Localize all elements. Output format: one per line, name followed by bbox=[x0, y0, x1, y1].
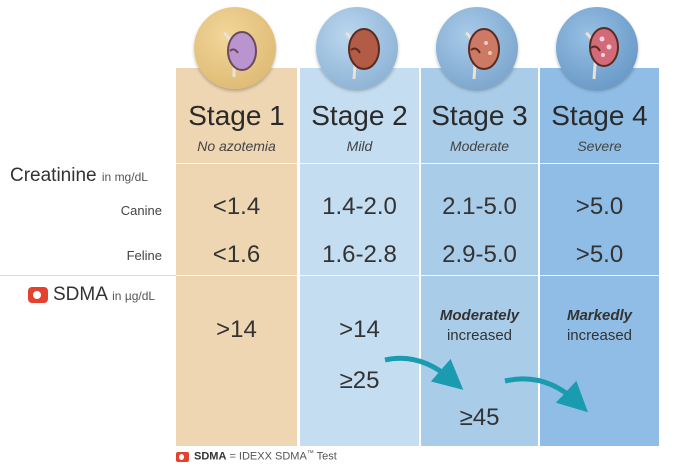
stage-3-feline-value: 2.9-5.0 bbox=[442, 241, 517, 268]
stage-3-title: Stage 3 bbox=[431, 100, 528, 131]
row-divider bbox=[176, 163, 659, 164]
stage-3-severity: Moderate bbox=[449, 138, 510, 154]
stage-2-title: Stage 2 bbox=[311, 100, 408, 131]
stage-4-sdma-text: Markedly increased bbox=[566, 307, 633, 344]
stage-1-title: Stage 1 bbox=[188, 100, 285, 131]
stage-4-kidney-icon bbox=[556, 7, 638, 89]
stage-1-severity: No azotemia bbox=[197, 138, 276, 154]
stage-1-kidney-icon bbox=[194, 7, 276, 89]
stage-3-kidney-icon bbox=[436, 7, 518, 89]
sdma-label: SDMA in µg/dL bbox=[53, 284, 156, 305]
stage-1-canine-value: <1.4 bbox=[212, 193, 261, 220]
sdma-logo-icon bbox=[176, 452, 189, 462]
stage-1-feline-value: <1.6 bbox=[212, 241, 261, 268]
canine-label: Canine bbox=[120, 203, 162, 218]
row-divider bbox=[176, 275, 659, 276]
stage-2-feline-value: 1.6-2.8 bbox=[322, 241, 397, 268]
stage-2-sdma-value: >14 bbox=[339, 316, 380, 343]
stage-4-feline-value: >5.0 bbox=[575, 241, 624, 268]
stage-4-canine-value: >5.0 bbox=[575, 193, 624, 220]
creatinine-label: Creatinine in mg/dL bbox=[10, 165, 148, 186]
row-divider bbox=[0, 275, 176, 276]
stage-3-sdma-threshold: ≥45 bbox=[459, 404, 500, 431]
stage-4-severity: Severe bbox=[577, 138, 622, 154]
stage-2-kidney-icon bbox=[316, 7, 398, 89]
stage-1-sdma-value: >14 bbox=[216, 316, 257, 343]
stage-1-column bbox=[176, 68, 297, 446]
stage-2-column bbox=[300, 68, 419, 446]
sdma-logo-icon bbox=[28, 287, 48, 303]
stage-4-title: Stage 4 bbox=[551, 100, 648, 131]
stage-2-canine-value: 1.4-2.0 bbox=[322, 193, 397, 220]
stage-3-sdma-text: Moderately increased bbox=[439, 307, 520, 344]
arrow-icon bbox=[504, 376, 588, 413]
stage-2-sdma-threshold: ≥25 bbox=[339, 367, 380, 394]
feline-label: Feline bbox=[126, 248, 162, 263]
stage-2-severity: Mild bbox=[346, 138, 373, 154]
stage-3-canine-value: 2.1-5.0 bbox=[442, 193, 517, 220]
footnote: SDMA = IDEXX SDMA™ Test bbox=[194, 450, 337, 463]
arrow-icon bbox=[384, 355, 464, 390]
